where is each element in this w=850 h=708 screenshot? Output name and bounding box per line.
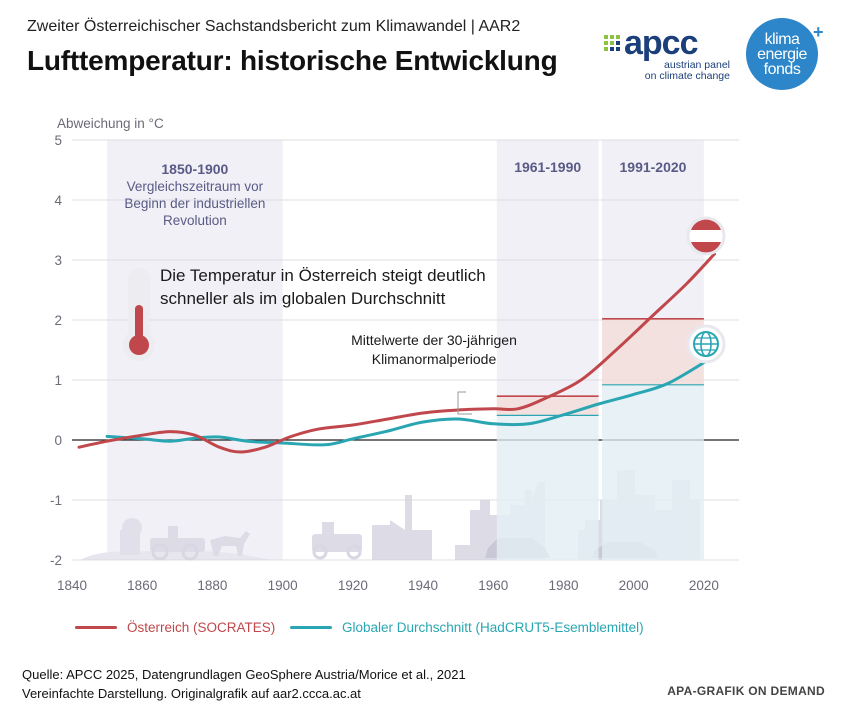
- legend-label-austria: Österreich (SOCRATES): [127, 620, 276, 635]
- legend-item-global: Globaler Durchschnitt (HadCRUT5-Esemblem…: [290, 620, 644, 635]
- x-tick-label: 1860: [127, 578, 157, 593]
- x-tick-label: 2000: [619, 578, 649, 593]
- apcc-wordmark: apcc: [624, 24, 698, 62]
- period-label: 1991-2020: [620, 159, 687, 175]
- apcc-sub-line: on climate change: [644, 70, 730, 82]
- source-line: Quelle: APCC 2025, Datengrundlagen GeoSp…: [22, 667, 466, 682]
- x-tick-label: 1920: [338, 578, 368, 593]
- temperature-chart: -2 -1 0 1 2 3 4 5 1840 1860 1880 1900 1920 1940 1960 19…: [50, 116, 739, 593]
- apcc-sub-line: austrian panel: [664, 59, 730, 71]
- apcc-logo: apcc austrian panel on climate change: [602, 24, 732, 85]
- legend-swatch-austria: [75, 626, 117, 629]
- series-line-global: [105, 354, 716, 447]
- y-tick-label: 0: [54, 433, 62, 448]
- source-line: Vereinfachte Darstellung. Originalgrafik…: [22, 686, 361, 701]
- period-label: 1961-1990: [514, 159, 581, 175]
- period-sublabel: Revolution: [163, 213, 227, 228]
- main-annotation: schneller als im globalen Durchschnitt: [160, 289, 446, 308]
- normal-period-global-fill: [496, 415, 599, 560]
- x-tick-label: 1840: [57, 578, 87, 593]
- normal-period-range: [496, 396, 599, 416]
- kef-line: energie: [757, 46, 807, 63]
- x-tick-label: 1960: [478, 578, 508, 593]
- y-tick-label: -1: [50, 493, 62, 508]
- klima-energie-fonds-logo: klima energie fonds +: [746, 18, 824, 90]
- austria-flag-icon: [686, 216, 726, 256]
- thermometer-icon: [123, 268, 155, 361]
- y-tick-label: 1: [54, 373, 62, 388]
- y-axis-label: Abweichung in °C: [57, 116, 164, 131]
- normal-period-annotation: Mittelwerte der 30-jährigen: [351, 332, 517, 348]
- globe-icon: [686, 324, 726, 364]
- x-tick-label: 1900: [268, 578, 298, 593]
- series-line-austria: [77, 252, 716, 454]
- legend-item-austria: Österreich (SOCRATES): [75, 620, 275, 635]
- period-sublabel: Beginn der industriellen: [124, 196, 265, 211]
- page-title: Lufttemperatur: historische Entwicklung: [27, 45, 558, 76]
- kef-plus-icon: +: [813, 22, 824, 42]
- kef-line: fonds: [763, 61, 801, 78]
- y-tick-label: 2: [54, 313, 62, 328]
- y-tick-label: 5: [54, 133, 62, 148]
- period-sublabel: Vergleichszeitraum vor: [127, 179, 264, 194]
- x-tick-label: 2020: [689, 578, 719, 593]
- apcc-subtitle: austrian panel on climate change: [628, 60, 730, 82]
- x-tick-label: 1940: [408, 578, 438, 593]
- apcc-mark-icon: [604, 35, 620, 51]
- source-note: Quelle: APCC 2025, Datengrundlagen GeoSp…: [22, 665, 466, 703]
- legend-swatch-global: [290, 626, 332, 629]
- annotation-bracket: [457, 391, 472, 415]
- x-tick-label: 1880: [197, 578, 227, 593]
- period-label: 1850-1900: [161, 161, 228, 177]
- normal-period-annotation: Klimanormalperiode: [372, 351, 497, 367]
- x-tick-label: 1980: [548, 578, 578, 593]
- y-tick-label: -2: [50, 553, 62, 568]
- legend-label-global: Globaler Durchschnitt (HadCRUT5-Esemblem…: [342, 620, 644, 635]
- y-tick-label: 4: [54, 193, 62, 208]
- supertitle: Zweiter Österreichischer Sachstandsberic…: [27, 18, 521, 35]
- kef-line: klima: [764, 31, 800, 48]
- normal-period-global-fill: [602, 384, 704, 560]
- apa-credit: APA-GRAFIK ON DEMAND: [667, 684, 825, 698]
- y-tick-label: 3: [54, 253, 62, 268]
- main-annotation: Die Temperatur in Österreich steigt deut…: [160, 266, 486, 285]
